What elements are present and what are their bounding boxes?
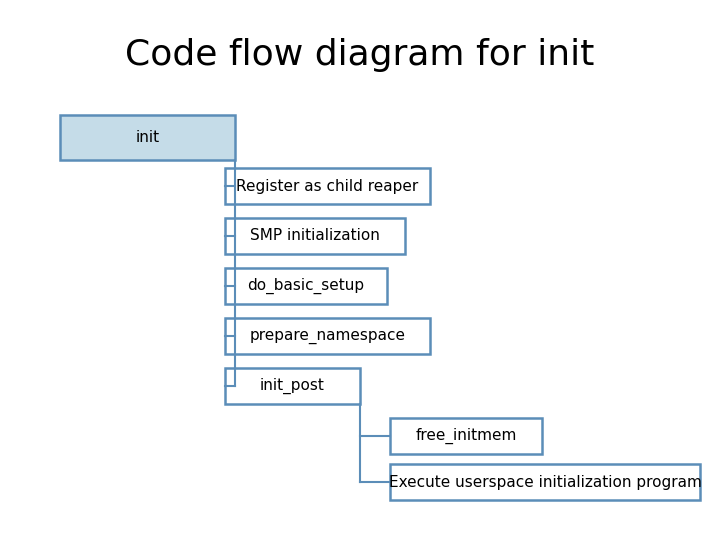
Text: Code flow diagram for init: Code flow diagram for init — [125, 38, 595, 72]
Text: prepare_namespace: prepare_namespace — [250, 328, 405, 343]
Text: init: init — [135, 130, 160, 145]
FancyBboxPatch shape — [60, 115, 235, 160]
Text: free_initmem: free_initmem — [415, 428, 517, 444]
FancyBboxPatch shape — [225, 168, 430, 204]
Text: init_post: init_post — [260, 378, 325, 394]
FancyBboxPatch shape — [225, 318, 430, 354]
FancyBboxPatch shape — [390, 418, 542, 454]
FancyBboxPatch shape — [225, 268, 387, 304]
Text: Register as child reaper: Register as child reaper — [236, 179, 418, 193]
Text: do_basic_setup: do_basic_setup — [248, 278, 364, 294]
FancyBboxPatch shape — [225, 368, 360, 404]
Text: Execute userspace initialization program: Execute userspace initialization program — [389, 475, 701, 489]
FancyBboxPatch shape — [390, 464, 700, 500]
Text: SMP initialization: SMP initialization — [250, 228, 380, 244]
FancyBboxPatch shape — [225, 218, 405, 254]
